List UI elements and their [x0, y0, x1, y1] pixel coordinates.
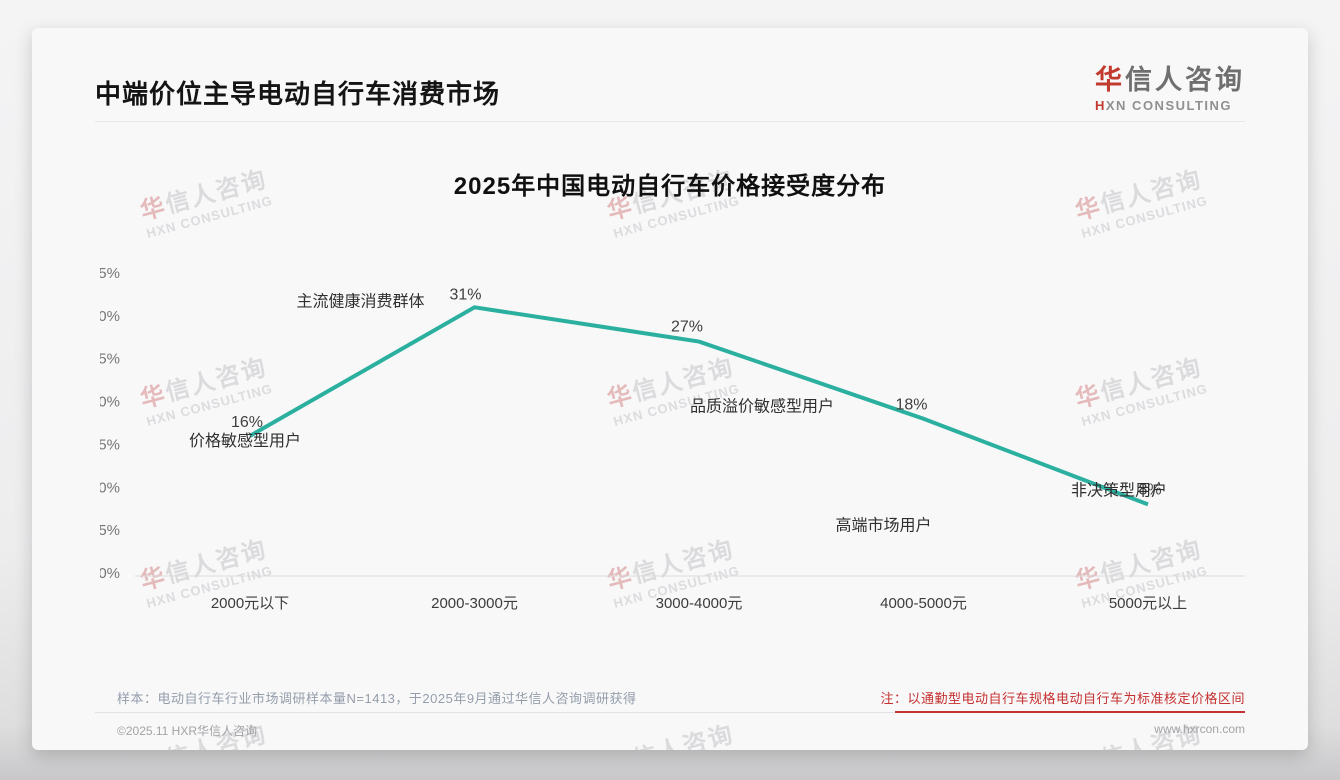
data-point-value-label: 16%: [231, 414, 263, 431]
sample-note: 样本：电动自行车行业市场调研样本量N=1413，于2025年9月通过华信人咨询调…: [117, 691, 637, 706]
footer-divider-red-segment: [895, 711, 1245, 713]
x-axis-category-label: 2000元以下: [211, 595, 289, 612]
y-axis-tick-label: 0%: [100, 565, 120, 582]
logo-chinese-text: 华信人咨询: [1095, 65, 1245, 95]
data-point-value-label: 8%: [1138, 481, 1161, 498]
data-point-value-label: 31%: [449, 286, 481, 303]
chart-title: 2025年中国电动自行车价格接受度分布: [453, 173, 887, 200]
logo-english-text: HXN CONSULTING: [1095, 98, 1233, 113]
segment-persona-label: 高端市场用户: [835, 517, 931, 535]
segment-persona-label: 主流健康消费群体: [296, 292, 424, 310]
page-title: 中端价位主导电动自行车消费市场: [95, 79, 501, 109]
y-axis-tick-label: 20%: [100, 394, 120, 411]
slide-card: 华信人咨询 HXN CONSULTING 华信人咨询 HXN CONSULTING 华信…: [32, 28, 1308, 750]
y-axis-tick-label: 30%: [100, 308, 120, 325]
data-point-value-label: 27%: [671, 319, 703, 336]
segment-persona-label: 品质溢价敏感型用户: [690, 398, 834, 416]
header: 中端价位主导电动自行车消费市场 华信人咨询 HXN CONSULTING: [95, 28, 1245, 121]
price-acceptance-line-chart: 0% 5% 10% 15% 20% 25% 30% 35% 2000元以下 2000-3000元 3…: [100, 265, 1245, 612]
y-axis-tick-label: 25%: [100, 351, 120, 368]
price-definition-note: 注：以通勤型电动自行车规格电动自行车为标准核定价格区间: [880, 691, 1245, 706]
company-logo: 华信人咨询 HXN CONSULTING: [1095, 58, 1245, 113]
chart-data-line: [249, 305, 1149, 507]
header-divider: [95, 121, 1245, 122]
data-point-value-label: 18%: [895, 397, 927, 414]
y-axis-tick-label: 35%: [100, 265, 120, 282]
x-axis-category-label: 5000元以上: [1109, 595, 1187, 612]
segment-persona-label: 非决策型用户: [1071, 481, 1167, 499]
y-axis-tick-label: 15%: [100, 436, 120, 453]
footer-divider: [95, 712, 1245, 713]
x-axis-category-label: 2000-3000元: [431, 595, 518, 612]
x-axis-category-label: 4000-5000元: [880, 595, 967, 612]
y-axis-tick-label: 10%: [100, 479, 120, 496]
segment-persona-label: 价格敏感型用户: [189, 432, 301, 450]
y-axis-tick-label: 5%: [100, 522, 120, 539]
x-axis-category-label: 3000-4000元: [656, 595, 743, 612]
copyright-text: ©2025.11 HXR华信人咨询: [117, 724, 257, 738]
website-url: www.hxrcon.com: [1154, 722, 1245, 736]
